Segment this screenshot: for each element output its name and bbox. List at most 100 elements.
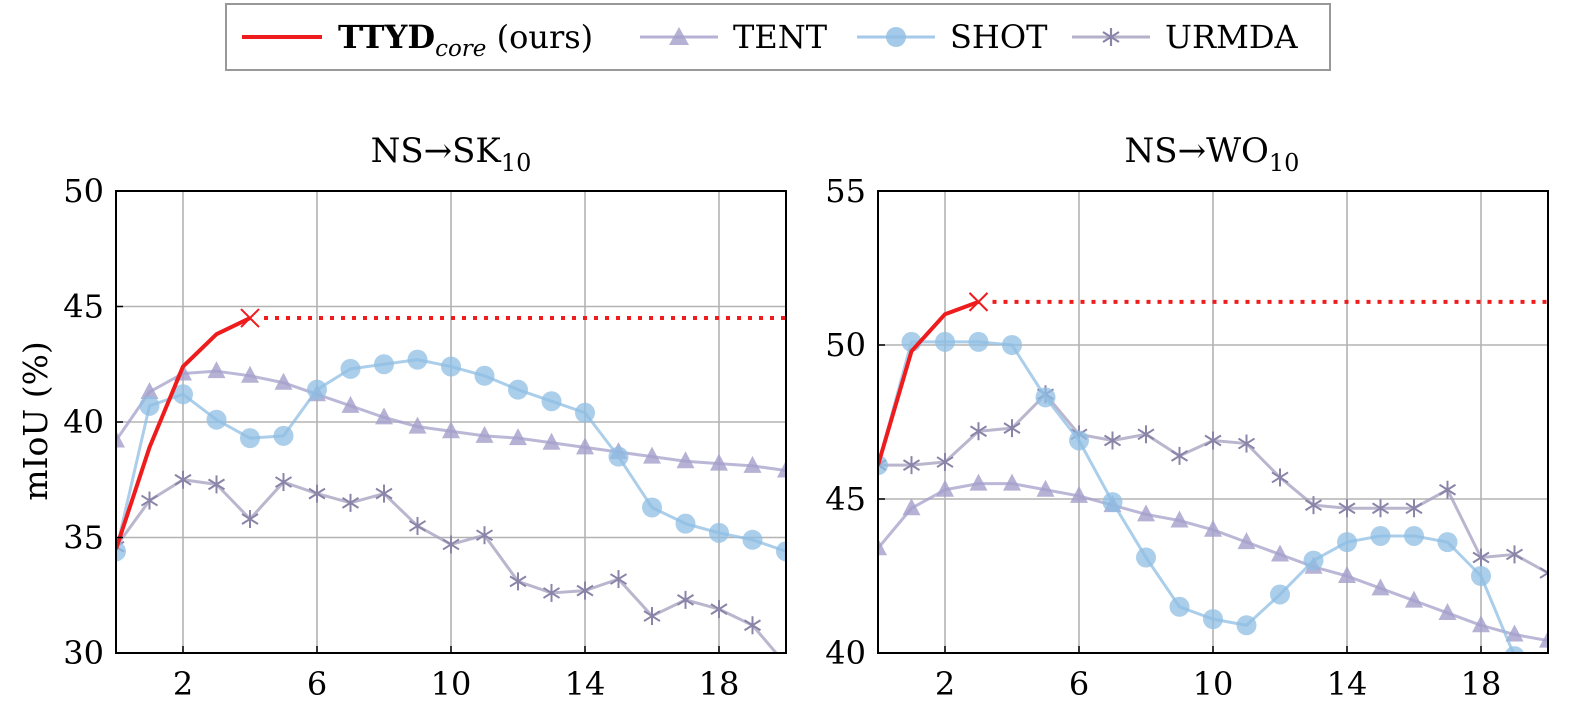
data-point bbox=[878, 538, 887, 556]
data-point bbox=[1438, 480, 1457, 499]
grid-ns-wo bbox=[878, 191, 1548, 653]
data-point bbox=[1504, 646, 1525, 653]
data-point bbox=[1304, 496, 1323, 515]
x-tick-label: 2 bbox=[173, 665, 193, 703]
data-point bbox=[475, 425, 494, 443]
y-tick-label: 45 bbox=[63, 288, 104, 326]
data-point bbox=[969, 473, 988, 491]
y-tick-label: 45 bbox=[825, 480, 866, 518]
legend-label-urmda: URMDA bbox=[1165, 18, 1298, 56]
data-point bbox=[1002, 335, 1022, 355]
data-point bbox=[341, 493, 360, 512]
data-point bbox=[643, 446, 661, 464]
data-point bbox=[375, 484, 393, 503]
data-point bbox=[1237, 532, 1256, 550]
chart-title-ns-sk: NS→SK10 bbox=[371, 131, 532, 177]
data-point bbox=[1438, 602, 1457, 620]
legend-marker-tent bbox=[669, 27, 689, 45]
data-point bbox=[935, 331, 955, 352]
data-point bbox=[1036, 479, 1055, 497]
data-point bbox=[1370, 525, 1391, 546]
data-point bbox=[1170, 446, 1189, 465]
data-point bbox=[1437, 532, 1458, 553]
series-tent-ns-sk bbox=[116, 361, 786, 478]
data-point bbox=[608, 446, 629, 467]
data-point bbox=[576, 437, 594, 455]
series-ttyd-ns-sk bbox=[116, 308, 786, 550]
series-shot-ns-wo bbox=[878, 331, 1525, 653]
data-point bbox=[273, 425, 294, 446]
legend-item-tent: TENT bbox=[640, 18, 828, 56]
data-point bbox=[1170, 510, 1189, 528]
y-tick-label: 30 bbox=[63, 634, 104, 672]
data-point bbox=[442, 421, 460, 439]
data-point bbox=[140, 381, 159, 399]
y-tick-label: 35 bbox=[63, 519, 104, 557]
data-point bbox=[140, 491, 159, 510]
x-tick-label: 18 bbox=[1461, 665, 1502, 703]
data-point bbox=[341, 395, 360, 413]
y-tick-label: 50 bbox=[63, 172, 104, 210]
x-tick-label: 6 bbox=[1069, 665, 1089, 703]
data-point bbox=[1271, 544, 1289, 562]
data-point bbox=[1204, 431, 1222, 450]
ticks-ns-sk: 2 6 10 14 18 30 35 40 45 50 bbox=[63, 172, 739, 703]
data-point bbox=[743, 616, 762, 635]
data-point bbox=[1003, 473, 1021, 491]
data-point bbox=[710, 600, 728, 619]
legend: TTYDcore (ours) TENT SHOT URMDA bbox=[225, 3, 1331, 71]
data-point bbox=[609, 570, 628, 589]
series-layer-ns-sk bbox=[116, 308, 794, 674]
data-point bbox=[206, 409, 227, 430]
data-point bbox=[207, 361, 226, 379]
data-point bbox=[1405, 499, 1423, 518]
data-point bbox=[676, 451, 695, 469]
data-point bbox=[1472, 548, 1490, 567]
data-point bbox=[173, 384, 193, 405]
data-point bbox=[509, 572, 527, 591]
data-point bbox=[508, 379, 528, 400]
data-point-end-marker bbox=[968, 292, 989, 312]
series-line-ttyd bbox=[878, 300, 980, 466]
data-point bbox=[240, 428, 260, 449]
y-axis-label: mIoU (%) bbox=[16, 341, 55, 501]
data-point bbox=[1271, 468, 1289, 487]
data-point bbox=[1404, 525, 1424, 546]
data-point bbox=[1505, 545, 1524, 564]
data-point bbox=[475, 526, 494, 545]
legend-item-ttyd: TTYDcore (ours) bbox=[242, 18, 593, 62]
data-point bbox=[1003, 419, 1021, 438]
data-point bbox=[778, 656, 794, 674]
data-point bbox=[1102, 492, 1123, 513]
data-point bbox=[575, 402, 595, 423]
x-tick-label: 6 bbox=[307, 665, 327, 703]
data-point bbox=[743, 455, 762, 473]
data-point bbox=[1338, 499, 1356, 518]
data-point bbox=[442, 535, 460, 554]
legend-marker-urmda bbox=[1102, 28, 1120, 46]
x-tick-label: 14 bbox=[565, 665, 606, 703]
data-point bbox=[742, 529, 763, 550]
data-point bbox=[1136, 547, 1156, 568]
chart-panel-ns-sk: NS→SK10 mIoU (%) 2 6 10 14 18 30 35 40 45 50 bbox=[16, 131, 794, 703]
data-point bbox=[207, 475, 226, 494]
data-point bbox=[1405, 590, 1423, 608]
data-point bbox=[1203, 609, 1223, 630]
data-point bbox=[307, 379, 327, 400]
legend-item-shot: SHOT bbox=[857, 18, 1048, 56]
data-point bbox=[541, 391, 562, 412]
data-point bbox=[1204, 519, 1222, 537]
data-point bbox=[174, 470, 192, 489]
y-tick-label: 50 bbox=[825, 326, 866, 364]
legend-marker-shot bbox=[886, 27, 906, 47]
x-tick-label: 10 bbox=[431, 665, 472, 703]
data-point bbox=[710, 453, 728, 471]
data-point bbox=[1270, 584, 1290, 605]
data-point bbox=[542, 432, 561, 450]
data-point bbox=[1371, 499, 1390, 518]
data-point bbox=[374, 354, 394, 375]
data-point bbox=[1137, 504, 1155, 522]
data-point bbox=[1069, 430, 1089, 451]
legend-item-urmda: URMDA bbox=[1072, 18, 1298, 56]
data-point bbox=[1371, 578, 1390, 596]
